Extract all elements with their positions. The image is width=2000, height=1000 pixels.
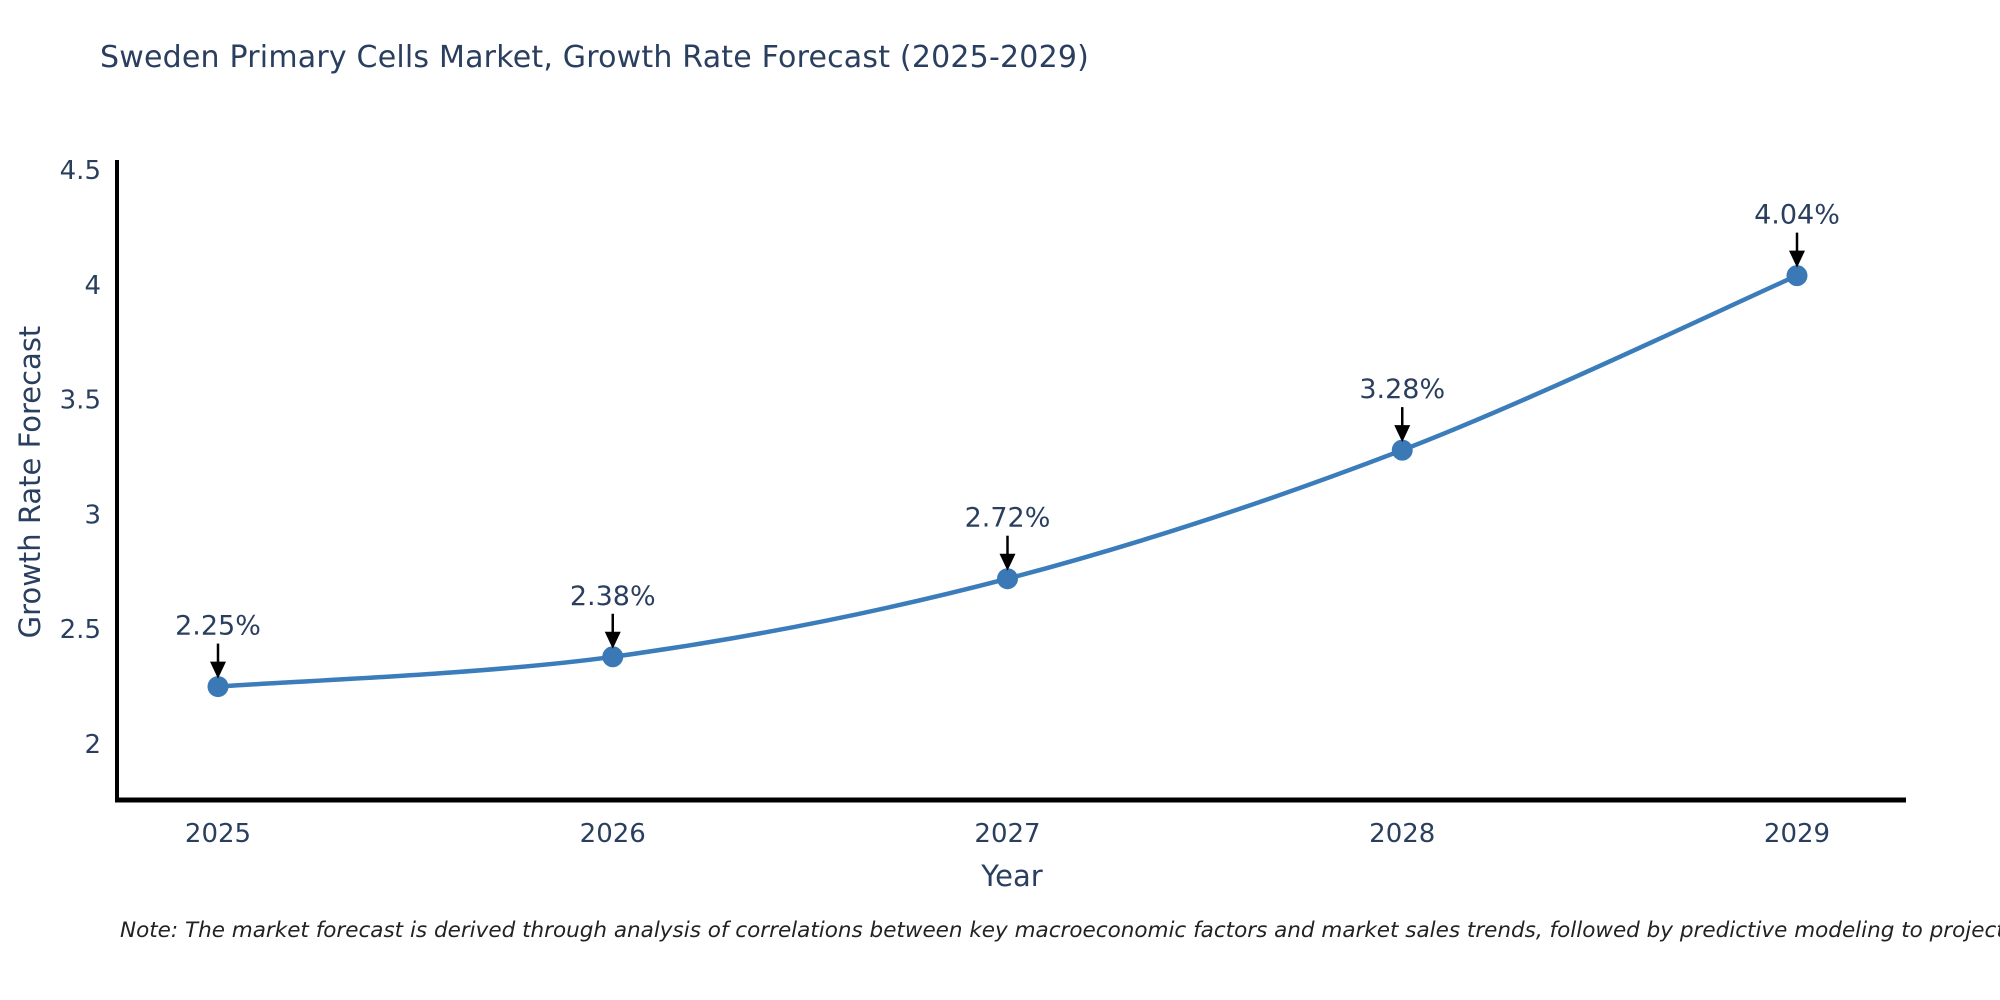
annotation-label: 3.28% bbox=[1359, 374, 1445, 405]
x-tick-label: 2029 bbox=[1764, 819, 1830, 849]
annotation-label: 2.25% bbox=[175, 611, 261, 642]
series-layer bbox=[207, 265, 1808, 698]
x-tick-label: 2025 bbox=[185, 819, 251, 849]
x-axis-title: Year bbox=[980, 859, 1042, 893]
page-title: Sweden Primary Cells Market, Growth Rate… bbox=[100, 40, 1090, 75]
annotation-arrow-head bbox=[1789, 250, 1805, 268]
annotation-label: 2.38% bbox=[570, 581, 656, 612]
data-point-marker[interactable] bbox=[997, 568, 1018, 590]
annotation-label: 4.04% bbox=[1754, 200, 1840, 231]
y-tick-label: 4 bbox=[84, 271, 101, 301]
annotation-arrow-head bbox=[604, 631, 621, 649]
trend-line bbox=[215, 273, 1800, 689]
annotation-arrow-head bbox=[1394, 425, 1411, 443]
y-tick-label: 2 bbox=[84, 730, 101, 760]
y-axis-title: Growth Rate Forecast bbox=[13, 326, 47, 639]
x-tick-label: 2027 bbox=[974, 819, 1040, 849]
data-point-marker[interactable] bbox=[1786, 265, 1808, 287]
axes-layer: 2 2.5 3 3.5 4 4.5 2025 2026 2027 2028 2029 bbox=[60, 156, 1906, 849]
data-point-marker[interactable] bbox=[1391, 439, 1413, 461]
y-tick-label: 3 bbox=[84, 500, 101, 530]
y-tick-label: 3.5 bbox=[60, 386, 101, 416]
y-tick-label: 2.5 bbox=[60, 615, 101, 645]
data-point-marker[interactable] bbox=[207, 676, 229, 698]
annotation-arrow-head bbox=[999, 553, 1016, 571]
annotation-layer: 2.25% 2.38% 2.72% 3.28% 4.04% bbox=[175, 200, 1840, 679]
y-tick-label: 4.5 bbox=[60, 156, 101, 186]
annotation-label: 2.72% bbox=[965, 503, 1051, 534]
annotation-arrow-head bbox=[210, 661, 226, 679]
x-tick-label: 2028 bbox=[1369, 819, 1435, 849]
data-point-marker[interactable] bbox=[602, 646, 624, 668]
footnote: Note: The market forecast is derived thr… bbox=[120, 918, 2000, 943]
x-tick-label: 2026 bbox=[580, 819, 646, 849]
